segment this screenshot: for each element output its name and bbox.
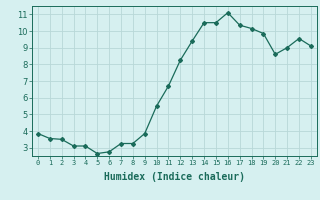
- X-axis label: Humidex (Indice chaleur): Humidex (Indice chaleur): [104, 172, 245, 182]
